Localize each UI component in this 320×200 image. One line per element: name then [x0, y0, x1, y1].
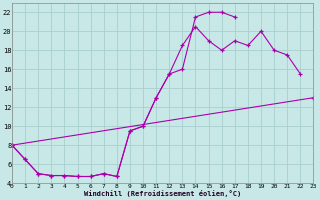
X-axis label: Windchill (Refroidissement éolien,°C): Windchill (Refroidissement éolien,°C): [84, 190, 241, 197]
